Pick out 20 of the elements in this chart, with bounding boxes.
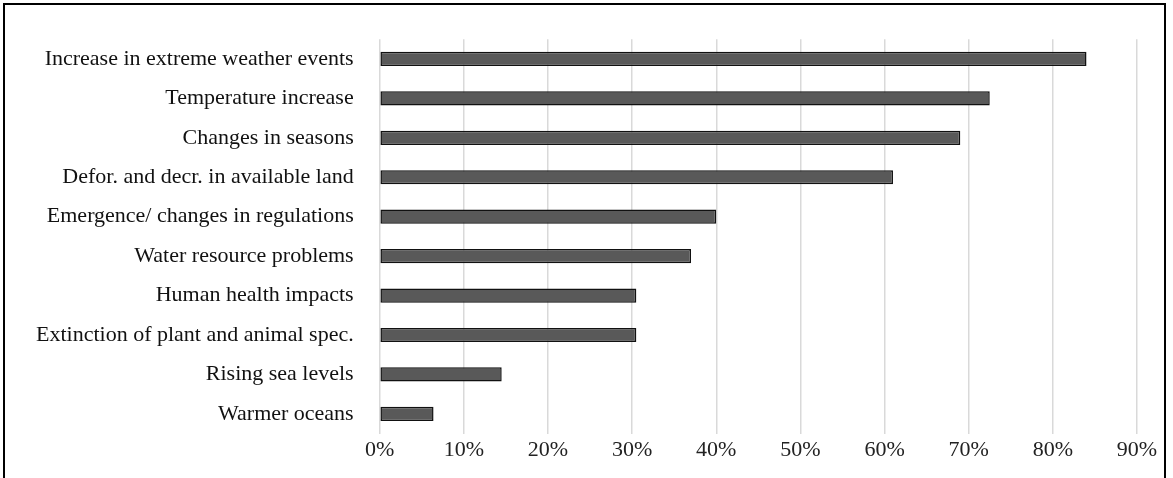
y-tick-label: Defor. and decr. in available land: [62, 163, 354, 189]
x-tick-label: 20%: [527, 435, 569, 461]
x-tick-label: 90%: [1116, 435, 1158, 461]
x-tick-label: 70%: [948, 435, 989, 461]
x-tick-label: 0%: [365, 435, 395, 461]
x-tick-label: 30%: [611, 435, 653, 461]
x-tick-label: 50%: [780, 435, 821, 461]
y-tick-label: Increase in extreme weather events: [44, 44, 354, 70]
x-tick-label: 80%: [1032, 435, 1074, 461]
y-tick-label: Warmer oceans: [218, 399, 354, 425]
x-tick-label: 40%: [696, 435, 737, 461]
x-tick-label: 60%: [864, 435, 905, 461]
y-tick-label: Rising sea levels: [205, 360, 354, 386]
y-tick-label: Emergence/ changes in regulations: [46, 202, 354, 228]
y-tick-label: Changes in seasons: [182, 123, 354, 149]
y-tick-label: Human health impacts: [155, 281, 354, 307]
x-tick-label: 10%: [443, 435, 484, 461]
y-tick-label: Extinction of plant and animal spec.: [35, 320, 354, 346]
y-tick-label: Water resource problems: [134, 241, 354, 267]
y-tick-label: Temperature increase: [165, 84, 354, 110]
